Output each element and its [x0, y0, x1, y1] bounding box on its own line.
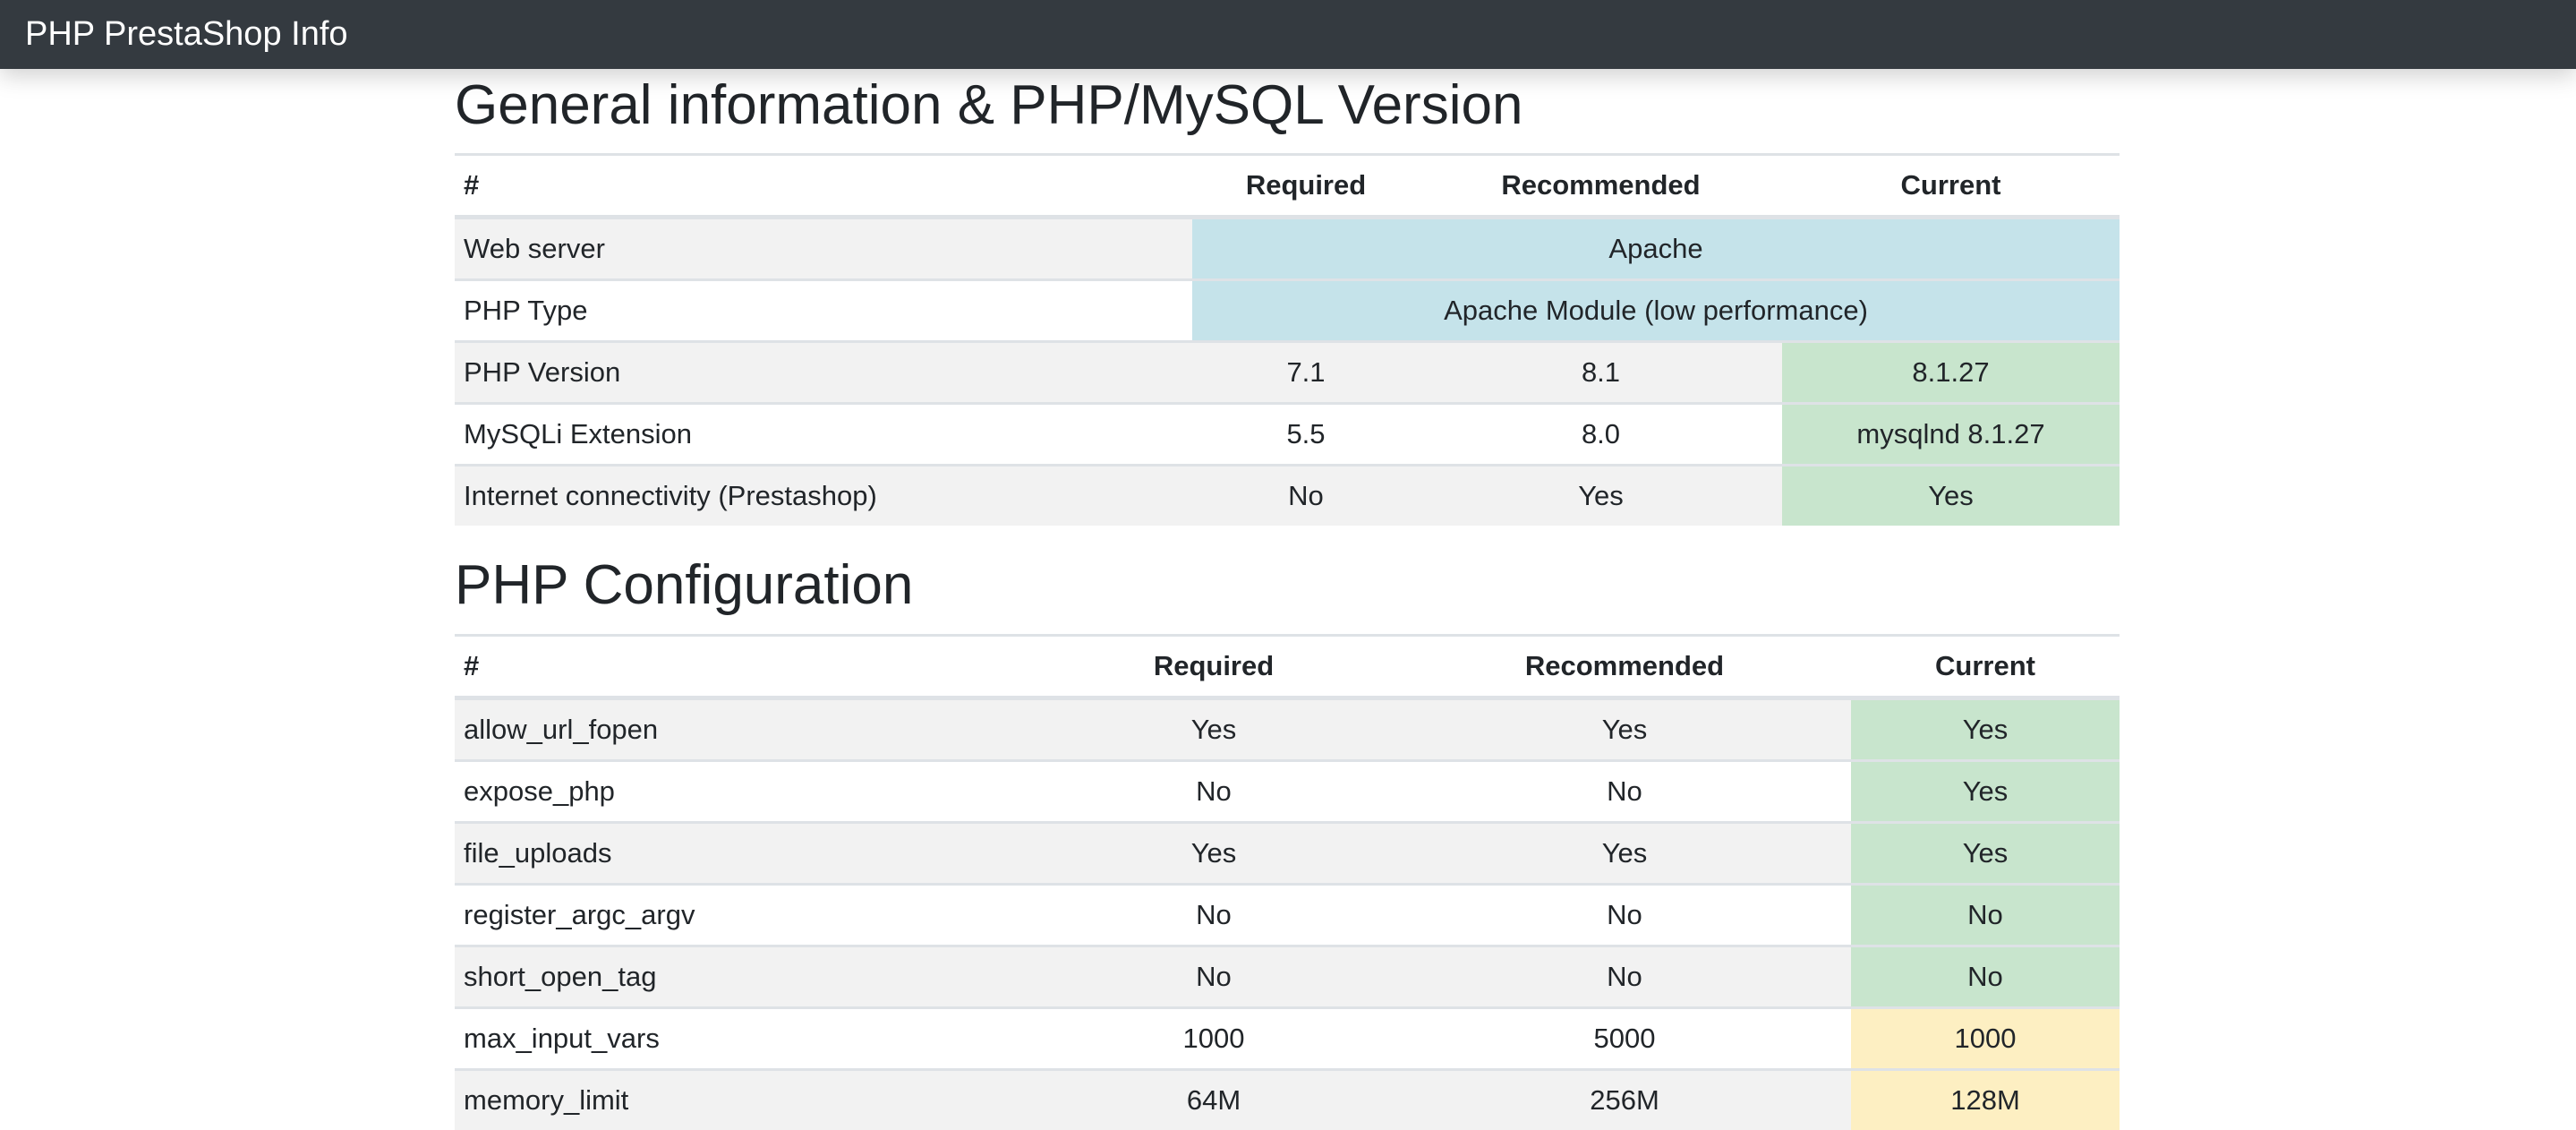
setting-name: PHP Version — [455, 342, 1192, 404]
recommended-value: Yes — [1398, 698, 1851, 761]
recommended-value: No — [1398, 885, 1851, 946]
column-header: Recommended — [1398, 636, 1851, 698]
recommended-value: 5000 — [1398, 1008, 1851, 1070]
required-value: No — [1029, 946, 1398, 1008]
required-value: 5.5 — [1192, 404, 1420, 466]
column-header: # — [455, 636, 1029, 698]
merged-value: Apache Module (low performance) — [1192, 280, 2120, 342]
current-value: Yes — [1851, 823, 2120, 885]
column-header: Required — [1192, 155, 1420, 218]
required-value: No — [1192, 466, 1420, 526]
setting-name: file_uploads — [455, 823, 1029, 885]
column-header: Recommended — [1420, 155, 1782, 218]
recommended-value: No — [1398, 761, 1851, 823]
current-value: 8.1.27 — [1782, 342, 2120, 404]
setting-name: MySQLi Extension — [455, 404, 1192, 466]
navbar: PHP PrestaShop Info — [0, 0, 2576, 69]
required-value: Yes — [1029, 698, 1398, 761]
current-value: Yes — [1782, 466, 2120, 526]
setting-name: Internet connectivity (Prestashop) — [455, 466, 1192, 526]
setting-name: short_open_tag — [455, 946, 1029, 1008]
current-value: 1000 — [1851, 1008, 2120, 1070]
recommended-value: Yes — [1398, 823, 1851, 885]
current-value: mysqlnd 8.1.27 — [1782, 404, 2120, 466]
setting-name: PHP Type — [455, 280, 1192, 342]
required-value: 1000 — [1029, 1008, 1398, 1070]
general-section-title: General information & PHP/MySQL Version — [455, 73, 2120, 153]
setting-name: register_argc_argv — [455, 885, 1029, 946]
setting-name: max_input_vars — [455, 1008, 1029, 1070]
required-value: Yes — [1029, 823, 1398, 885]
required-value: 7.1 — [1192, 342, 1420, 404]
merged-value: Apache — [1192, 218, 2120, 280]
php-config-section-title: PHP Configuration — [455, 552, 2120, 634]
setting-name: allow_url_fopen — [455, 698, 1029, 761]
current-value: No — [1851, 885, 2120, 946]
column-header: Required — [1029, 636, 1398, 698]
column-header: Current — [1782, 155, 2120, 218]
recommended-value: 8.1 — [1420, 342, 1782, 404]
setting-name: expose_php — [455, 761, 1029, 823]
navbar-brand[interactable]: PHP PrestaShop Info — [25, 15, 348, 54]
current-value: No — [1851, 946, 2120, 1008]
recommended-value: No — [1398, 946, 1851, 1008]
required-value: No — [1029, 885, 1398, 946]
setting-name: Web server — [455, 218, 1192, 280]
column-header: # — [455, 155, 1192, 218]
current-value: Yes — [1851, 698, 2120, 761]
recommended-value: 8.0 — [1420, 404, 1782, 466]
recommended-value: Yes — [1420, 466, 1782, 526]
column-header: Current — [1851, 636, 2120, 698]
current-value: Yes — [1851, 761, 2120, 823]
required-value: No — [1029, 761, 1398, 823]
main-content: General information & PHP/MySQL Version … — [455, 69, 2120, 1130]
